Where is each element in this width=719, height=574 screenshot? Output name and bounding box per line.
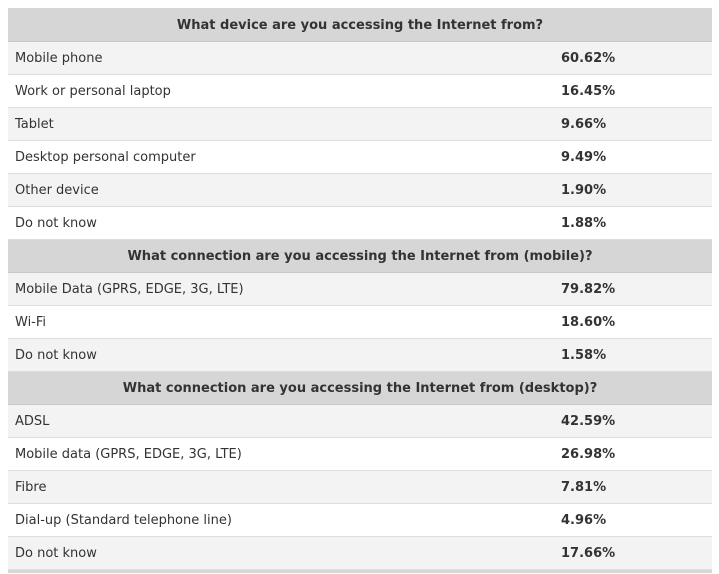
row-label: Do not know	[15, 347, 97, 363]
row-value: 26.98%	[561, 446, 616, 462]
section-title: What device are you accessing the Intern…	[176, 17, 544, 33]
row-value: 17.66%	[561, 545, 616, 561]
row-label: Do not know	[15, 215, 97, 231]
table-row: Tablet 9.66%	[8, 108, 712, 141]
row-label: ADSL	[15, 413, 50, 429]
table-row: Fibre 7.81%	[8, 471, 712, 504]
row-value: 7.81%	[561, 479, 607, 495]
table-row: Do not know 17.66%	[8, 537, 712, 570]
survey-table: What device are you accessing the Intern…	[8, 8, 712, 573]
row-label: Tablet	[15, 116, 54, 132]
table-row: Work or personal laptop 16.45%	[8, 75, 712, 108]
row-label: Dial-up (Standard telephone line)	[15, 512, 232, 528]
table-row: Do not know 1.58%	[8, 339, 712, 372]
section-header-mobile-connection: What connection are you accessing the In…	[8, 240, 712, 273]
table-row: ADSL 42.59%	[8, 405, 712, 438]
row-label: Do not know	[15, 545, 97, 561]
section-header-device: What device are you accessing the Intern…	[8, 9, 712, 42]
section-title: What connection are you accessing the In…	[122, 380, 598, 396]
row-value: 9.66%	[561, 116, 607, 132]
table-row: Other device 1.90%	[8, 174, 712, 207]
table-bottom-border	[8, 570, 712, 573]
table-row: Mobile data (GPRS, EDGE, 3G, LTE) 26.98%	[8, 438, 712, 471]
table-row: Mobile Data (GPRS, EDGE, 3G, LTE) 79.82%	[8, 273, 712, 306]
row-value: 18.60%	[561, 314, 616, 330]
section-header-desktop-connection: What connection are you accessing the In…	[8, 372, 712, 405]
section-title: What connection are you accessing the In…	[127, 248, 593, 264]
row-label: Mobile Data (GPRS, EDGE, 3G, LTE)	[15, 281, 244, 297]
row-value: 1.88%	[561, 215, 607, 231]
row-label: Mobile data (GPRS, EDGE, 3G, LTE)	[15, 446, 242, 462]
row-label: Other device	[15, 182, 99, 198]
row-label: Wi-Fi	[15, 314, 47, 330]
row-value: 60.62%	[561, 50, 616, 66]
row-label: Fibre	[15, 479, 47, 495]
row-label: Mobile phone	[15, 50, 103, 66]
row-value: 9.49%	[561, 149, 607, 165]
table-row: Do not know 1.88%	[8, 207, 712, 240]
table-row: Wi-Fi 18.60%	[8, 306, 712, 339]
row-value: 79.82%	[561, 281, 616, 297]
row-value: 1.58%	[561, 347, 607, 363]
table-row: Mobile phone 60.62%	[8, 42, 712, 75]
row-value: 16.45%	[561, 83, 616, 99]
table-row: Desktop personal computer 9.49%	[8, 141, 712, 174]
row-value: 4.96%	[561, 512, 607, 528]
row-value: 1.90%	[561, 182, 607, 198]
row-value: 42.59%	[561, 413, 616, 429]
row-label: Desktop personal computer	[15, 149, 196, 165]
row-label: Work or personal laptop	[15, 83, 171, 99]
table-row: Dial-up (Standard telephone line) 4.96%	[8, 504, 712, 537]
